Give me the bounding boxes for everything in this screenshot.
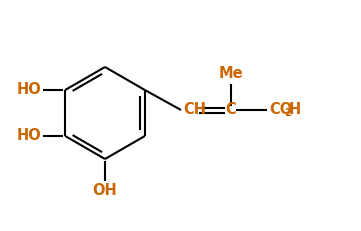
Text: OH: OH (93, 183, 117, 198)
Text: CO: CO (269, 103, 292, 118)
Text: H: H (289, 103, 301, 118)
Text: 2: 2 (284, 108, 291, 118)
Text: HO: HO (16, 82, 41, 97)
Text: CH: CH (183, 103, 206, 118)
Text: Me: Me (219, 66, 243, 81)
Text: C: C (226, 103, 236, 118)
Text: HO: HO (16, 128, 41, 143)
